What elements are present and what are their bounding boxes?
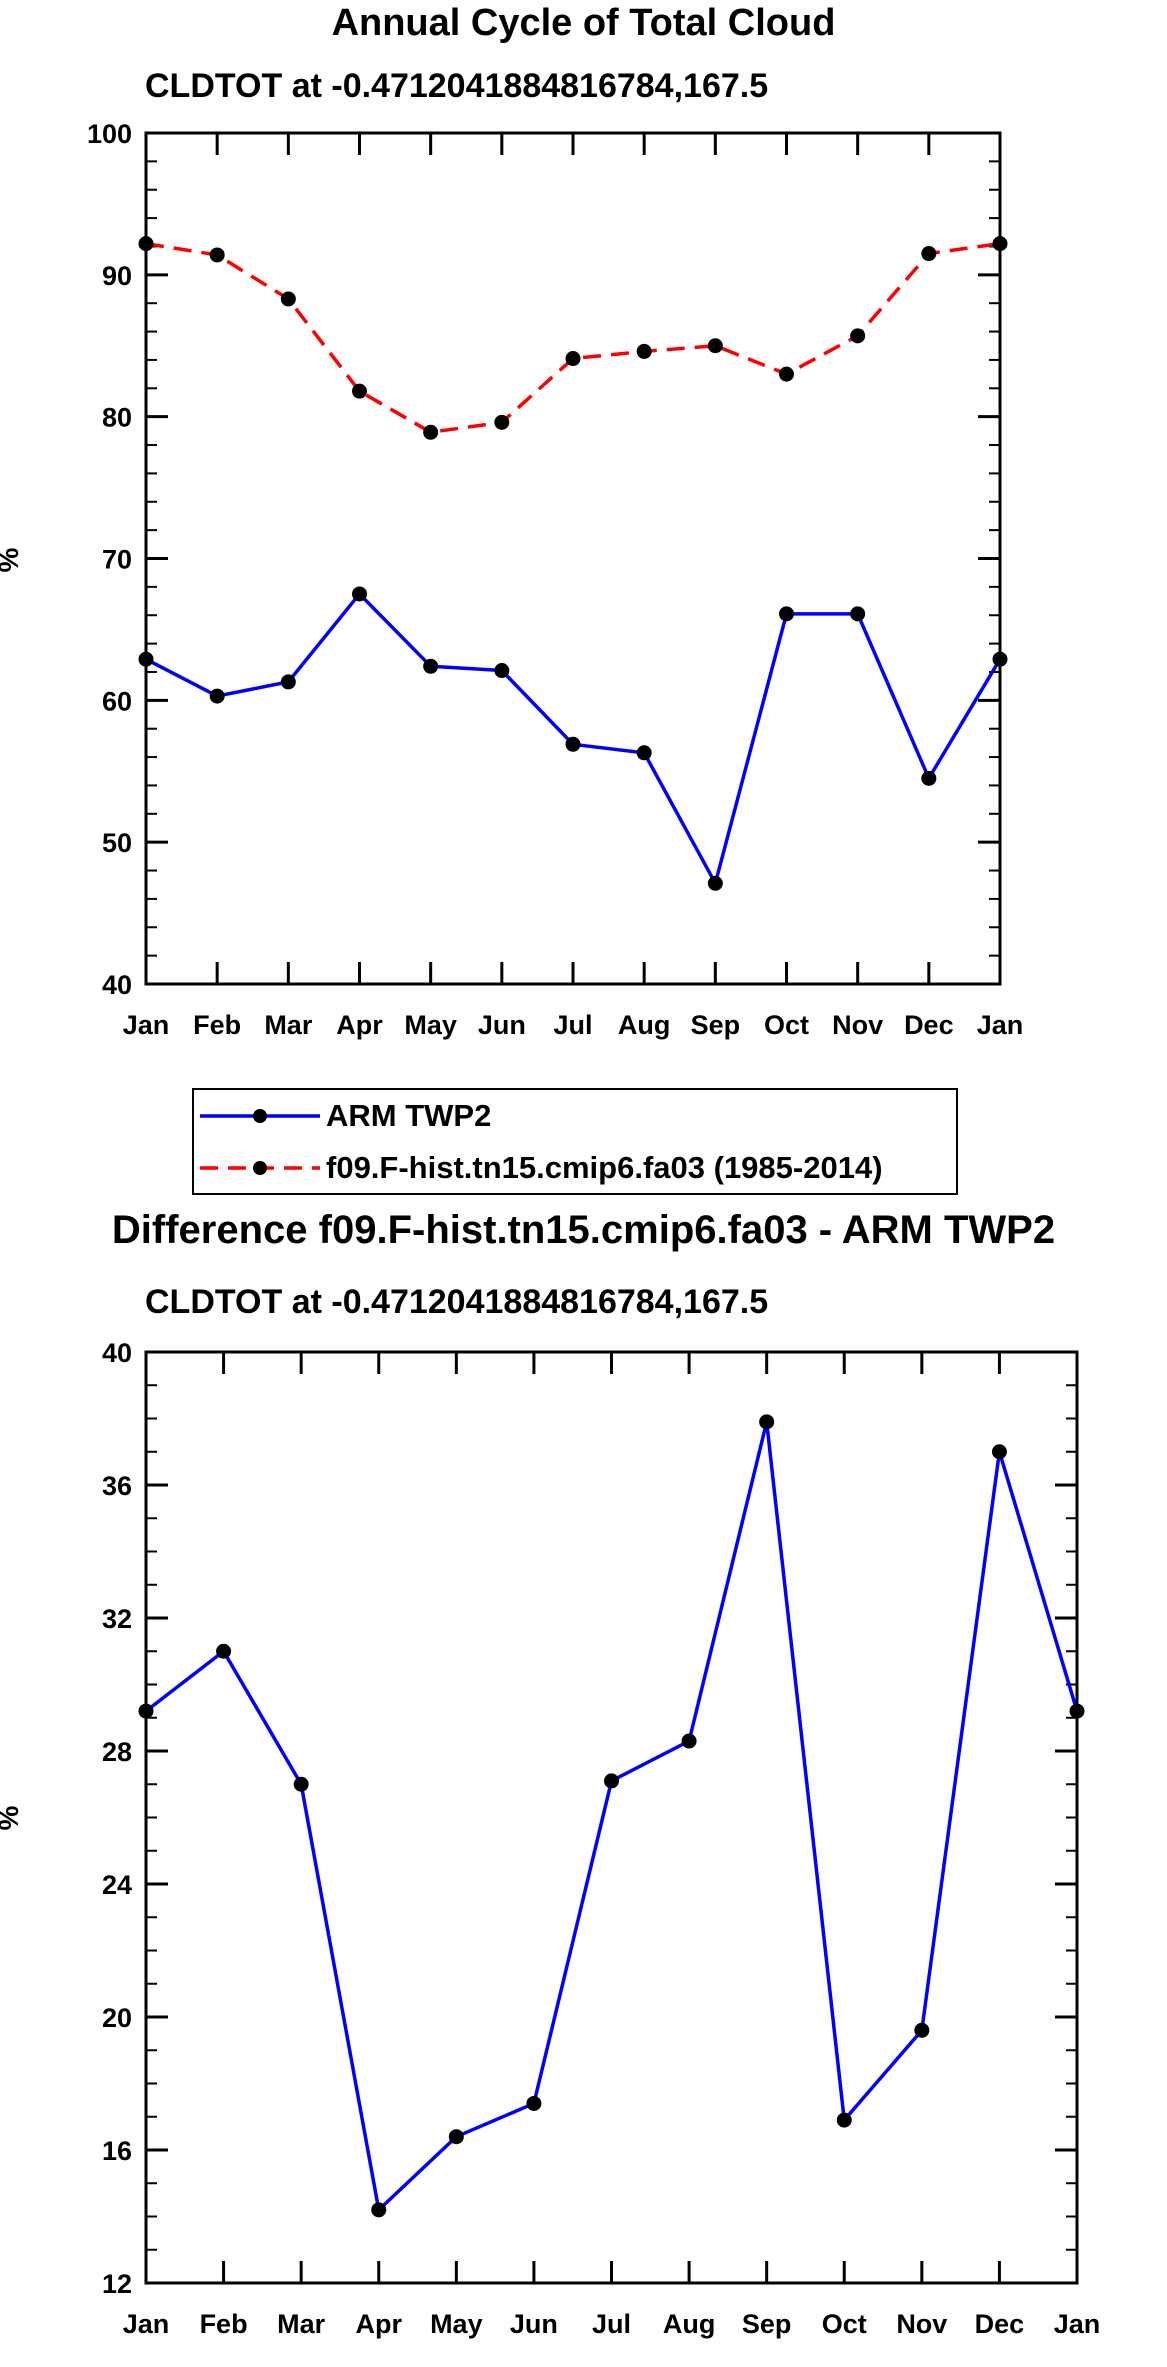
chart1-ytick-label: 100 (87, 119, 132, 149)
chart1-subtitle: CLDTOT at -0.4712041884816784,167.5 (145, 67, 769, 105)
chart2-ytick-label: 20 (102, 2003, 132, 2033)
chart2-subtitle: CLDTOT at -0.4712041884816784,167.5 (145, 1283, 769, 1321)
chart1-series-1-point (850, 606, 866, 622)
chart2-xtick-label: Jun (510, 2309, 558, 2339)
chart2-series-1-point (448, 2129, 464, 2145)
legend-swatch-arm (200, 1109, 320, 1123)
chart1-series-2-point (423, 424, 439, 440)
chart2-series-1-point (759, 1414, 775, 1430)
chart2-xtick-label: Feb (200, 2309, 248, 2339)
chart2-xtick-label: Apr (356, 2309, 403, 2339)
chart2-xtick-label: Dec (975, 2309, 1025, 2339)
chart2-ytick-label: 28 (102, 1737, 132, 1767)
chart2-series-1-point (914, 2022, 930, 2038)
chart1-series-1-point (423, 658, 439, 674)
chart1-series-2-point (636, 343, 652, 359)
chart2-plot-frame (144, 1350, 1079, 2285)
chart2-series-1-point (1069, 1703, 1085, 1719)
chart1-series-2-point (209, 247, 225, 263)
chart1-series-1-point (636, 745, 652, 761)
chart2-xtick-label: Jan (123, 2309, 170, 2339)
chart2-ytick-label: 32 (102, 1604, 132, 1634)
chart2-title: Difference f09.F-hist.tn15.cmip6.fa03 - … (111, 1208, 1056, 1252)
chart2-series-1-point (836, 2112, 852, 2128)
chart1-series-1-point (209, 688, 225, 704)
legend-label-model: f09.F-hist.tn15.cmip6.fa03 (1985-2014) (326, 1150, 883, 1185)
chart2-ytick-label: 12 (102, 2269, 132, 2299)
chart1-series-1-point (494, 663, 510, 679)
chart2-xtick-label: Jan (1054, 2309, 1101, 2339)
chart1-series-2-point (494, 414, 510, 430)
chart2-xtick-label: Nov (896, 2309, 947, 2339)
chart1-xtick-label: Jun (478, 1010, 526, 1040)
chart1-xtick-label: Sep (691, 1010, 741, 1040)
chart2-xtick-label: Oct (822, 2309, 867, 2339)
chart1-series-1-point (138, 651, 154, 667)
chart1-ytick-label: 50 (102, 828, 132, 858)
chart2-ylabel: % (0, 1805, 24, 1830)
chart1-xtick-label: May (404, 1010, 457, 1040)
chart2-series-1-point (293, 1776, 309, 1792)
chart1-series-2-line (145, 241, 1001, 435)
chart2-series-1-point (681, 1733, 697, 1749)
chart1-xtick-label: Jul (553, 1010, 592, 1040)
chart1-xtick-label: Dec (904, 1010, 954, 1040)
chart2-series-1-line (144, 1420, 1079, 2212)
chart1-series-1-point (921, 770, 937, 786)
chart1-series-2-point (707, 338, 723, 354)
chart1-plot-frame (144, 131, 1002, 986)
chart1-series-1-point (565, 736, 581, 752)
chart1-ytick-label: 90 (102, 261, 132, 291)
chart1-ytick-label: 70 (102, 545, 132, 575)
chart1-series-2-point (565, 351, 581, 367)
chart1-series-1-point (992, 651, 1008, 667)
chart1-series-2-point (850, 328, 866, 344)
chart1-series-2-point (992, 236, 1008, 252)
legend-entry-model: f09.F-hist.tn15.cmip6.fa03 (1985-2014) (194, 1144, 960, 1192)
chart2-ytick-label: 36 (102, 1471, 132, 1501)
chart1-xtick-label: Nov (832, 1010, 883, 1040)
chart2-series-1-point (371, 2202, 387, 2218)
chart2-series-1-point (991, 1444, 1007, 1460)
chart1-xtick-label: Jan (123, 1010, 170, 1040)
chart1-xtick-label: Feb (193, 1010, 241, 1040)
chart1-ytick-label: 60 (102, 686, 132, 716)
chart1-series-2-point (779, 366, 794, 382)
chart1-legend: ARM TWP2 f09.F-hist.tn15.cmip6.fa03 (198… (192, 1088, 958, 1195)
chart2-series-1-point (138, 1703, 154, 1719)
chart1-xtick-label: Apr (336, 1010, 383, 1040)
chart1-ylabel: % (0, 547, 24, 572)
chart1-series-2-point (921, 246, 937, 262)
chart1-series-2-point (352, 383, 367, 399)
legend-label-arm: ARM TWP2 (326, 1098, 492, 1133)
chart1-series-1-point (707, 875, 723, 891)
legend-entry-arm: ARM TWP2 (194, 1092, 960, 1140)
chart1-series-2-point (280, 291, 296, 307)
chart2-xtick-label: Jul (592, 2309, 631, 2339)
chart1-xtick-label: Mar (264, 1010, 313, 1040)
chart1-series-1-point (779, 606, 794, 622)
chart2-series-1-point (604, 1773, 619, 1789)
chart1-series-2-point (138, 236, 154, 252)
chart1-title: Annual Cycle of Total Cloud (331, 2, 836, 44)
chart2-xtick-label: May (430, 2309, 483, 2339)
chart2-ytick-label: 24 (102, 1870, 132, 1900)
chart1-xtick-label: Oct (764, 1010, 809, 1040)
chart2-series-1-point (216, 1643, 232, 1659)
chart1-series-1-point (280, 674, 296, 690)
chart1-xtick-label: Jan (977, 1010, 1024, 1040)
chart2-xtick-label: Sep (742, 2309, 792, 2339)
chart2-ytick-label: 40 (102, 1338, 132, 1368)
chart1-ytick-label: 40 (102, 970, 132, 1000)
chart2-series-1-point (526, 2095, 542, 2111)
legend-swatch-model (200, 1161, 320, 1175)
chart2-xtick-label: Aug (663, 2309, 715, 2339)
chart1-ytick-label: 80 (102, 403, 132, 433)
chart2-ytick-label: 16 (102, 2136, 132, 2166)
chart1-series-1-point (352, 586, 367, 602)
chart2-xtick-label: Mar (277, 2309, 326, 2339)
chart1-xtick-label: Aug (618, 1010, 670, 1040)
